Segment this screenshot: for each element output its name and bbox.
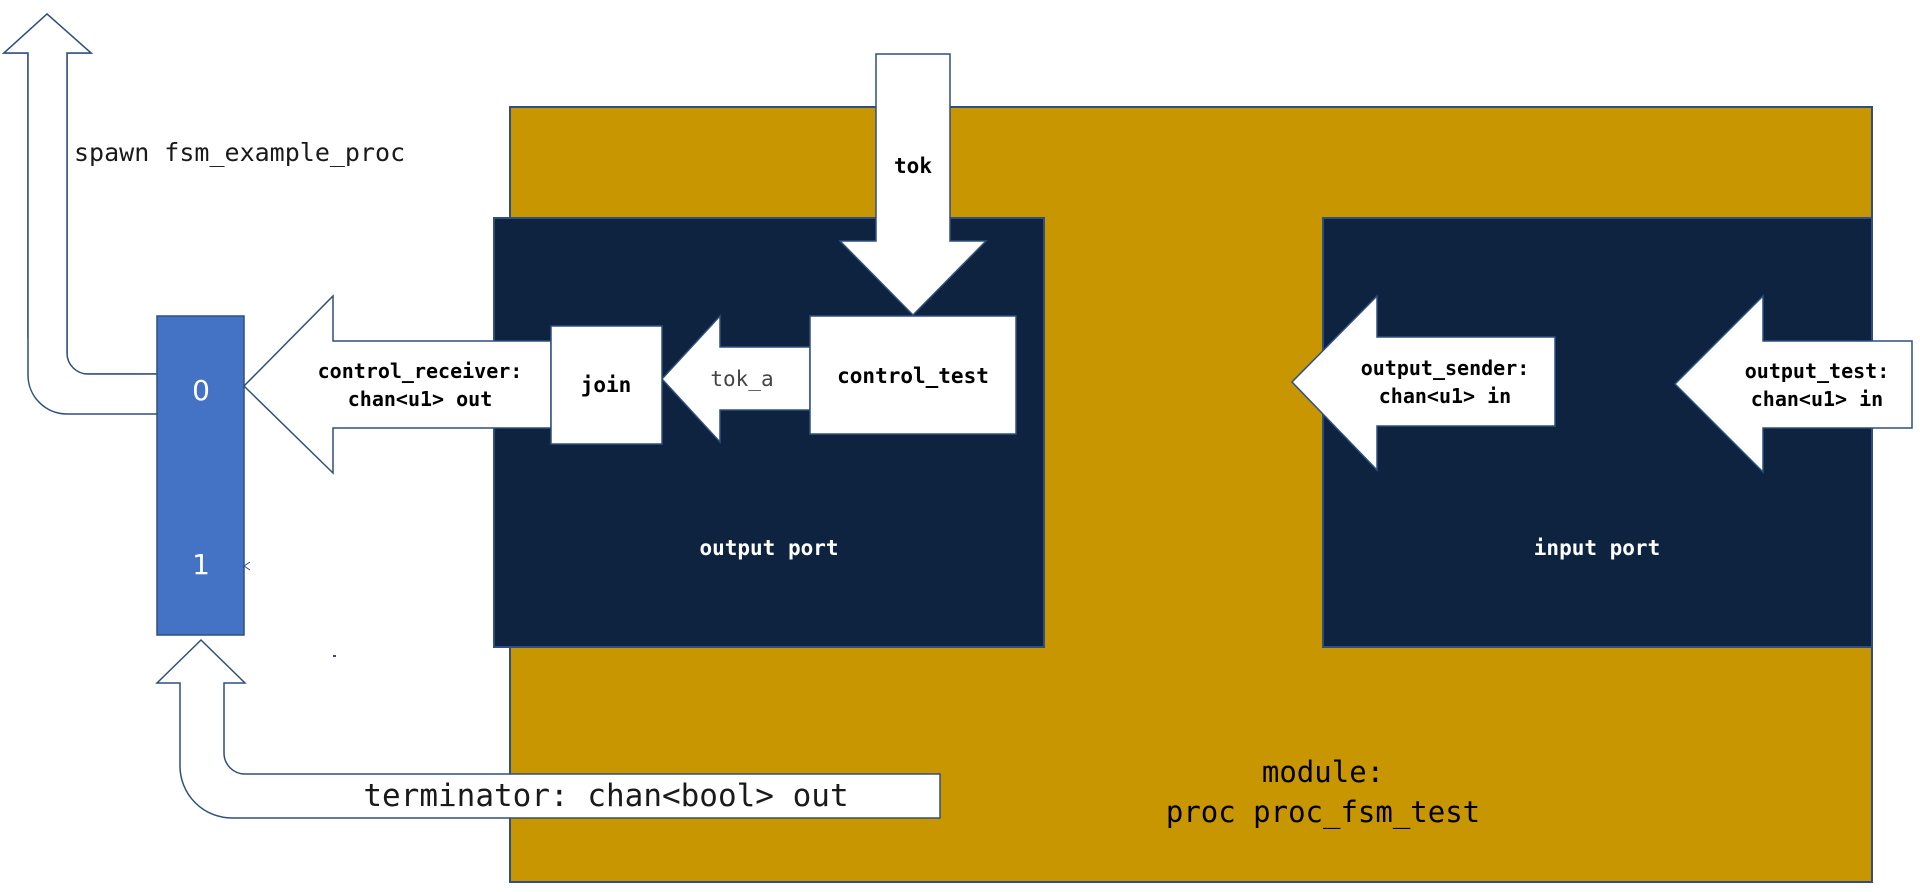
control-test-box bbox=[809, 315, 1017, 435]
tick-mark bbox=[243, 561, 251, 571]
channel-block bbox=[156, 315, 245, 636]
spawn-arrow bbox=[2, 12, 158, 375]
module-label-2: proc proc_fsm_test bbox=[1166, 795, 1480, 830]
tok-a-label: tok_a bbox=[710, 367, 773, 391]
tok-arrow bbox=[838, 53, 988, 317]
control-receiver-label-1: control_receiver: bbox=[318, 359, 523, 383]
output-sender-label-1: output_sender: bbox=[1361, 356, 1530, 380]
output-test-arrow bbox=[1673, 294, 1913, 474]
input-port-box bbox=[1322, 217, 1873, 648]
dot-mark bbox=[333, 655, 336, 657]
module-label-1: module: bbox=[1262, 755, 1384, 789]
output-sender-label-2: chan<u1> in bbox=[1379, 384, 1511, 408]
output-test-label-2: chan<u1> in bbox=[1751, 387, 1883, 411]
terminator-label: terminator: chan<bool> out bbox=[363, 778, 848, 814]
channel-index-1: 1 bbox=[192, 548, 210, 581]
spawn-arrow-body bbox=[2, 12, 159, 415]
join-label: join bbox=[581, 373, 632, 397]
join-box bbox=[550, 325, 663, 445]
tok-a-arrow bbox=[660, 314, 811, 444]
tok-label: tok bbox=[894, 154, 932, 178]
control-receiver-arrow bbox=[242, 294, 552, 475]
channel-index-0: 0 bbox=[192, 374, 210, 407]
control-receiver-label-2: chan<u1> out bbox=[348, 387, 493, 411]
output-test-label-1: output_test: bbox=[1745, 359, 1890, 383]
terminator-arrow bbox=[155, 638, 941, 819]
output-sender-arrow bbox=[1290, 294, 1556, 472]
control-test-label: control_test bbox=[837, 364, 989, 388]
output-port-label: output port bbox=[699, 536, 838, 560]
spawn-label: spawn fsm_example_proc bbox=[74, 138, 405, 167]
input-port-label: input port bbox=[1534, 536, 1660, 560]
